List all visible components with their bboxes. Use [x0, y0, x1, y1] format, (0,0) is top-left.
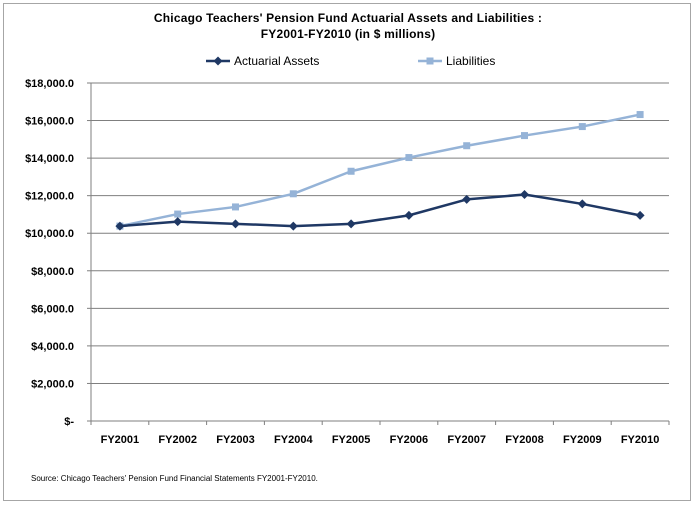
x-tick-label: FY2001 — [101, 434, 140, 446]
chart-frame — [3, 3, 691, 501]
x-tick-label: FY2002 — [158, 434, 197, 446]
data-point — [231, 219, 240, 229]
data-point — [405, 154, 413, 162]
data-point — [636, 111, 644, 119]
x-tick-label: FY2004 — [274, 434, 313, 446]
data-point — [232, 203, 239, 211]
data-point — [174, 210, 182, 218]
legend-marker — [426, 57, 434, 65]
data-point — [115, 221, 125, 231]
data-point — [404, 210, 414, 220]
x-tick-label: FY2009 — [563, 434, 602, 446]
data-point — [288, 221, 298, 231]
y-tick-label: $6,000.0 — [31, 303, 74, 315]
legend-marker — [213, 56, 223, 66]
source-note: Source: Chicago Teachers' Pension Fund F… — [31, 474, 318, 483]
data-point — [346, 219, 356, 229]
data-point — [289, 190, 297, 198]
x-tick-label: FY2008 — [505, 434, 544, 446]
x-tick-label: FY2006 — [390, 434, 429, 446]
data-point — [520, 190, 529, 200]
series-line — [119, 193, 641, 228]
data-point — [173, 217, 183, 227]
data-point — [635, 210, 645, 220]
series-line — [119, 113, 641, 228]
chart-subtitle: FY2001-FY2010 (in $ millions) — [260, 27, 436, 41]
data-point — [578, 123, 586, 131]
chart-title: Chicago Teachers' Pension Fund Actuarial… — [153, 11, 543, 25]
x-tick-label: FY2005 — [332, 434, 371, 446]
x-tick-label: FY2003 — [216, 434, 255, 446]
x-tick-label: FY2007 — [447, 434, 486, 446]
data-point — [462, 194, 472, 204]
data-point — [347, 167, 355, 175]
data-point — [463, 142, 471, 150]
y-tick-label: $12,000.0 — [25, 191, 74, 203]
data-point — [521, 132, 528, 140]
y-tick-label: $16,000.0 — [25, 116, 74, 128]
y-tick-label: $14,000.0 — [25, 153, 74, 165]
y-tick-label: $4,000.0 — [31, 341, 74, 353]
y-tick-label: $- — [64, 416, 74, 428]
x-tick-label: FY2010 — [621, 434, 660, 446]
data-point — [577, 199, 587, 209]
y-tick-label: $10,000.0 — [25, 228, 74, 240]
legend-label: Actuarial Assets — [234, 54, 319, 68]
legend-label: Liabilities — [446, 54, 495, 68]
y-tick-label: $18,000.0 — [25, 78, 74, 90]
y-tick-label: $8,000.0 — [31, 266, 74, 278]
y-tick-label: $2,000.0 — [31, 378, 74, 390]
